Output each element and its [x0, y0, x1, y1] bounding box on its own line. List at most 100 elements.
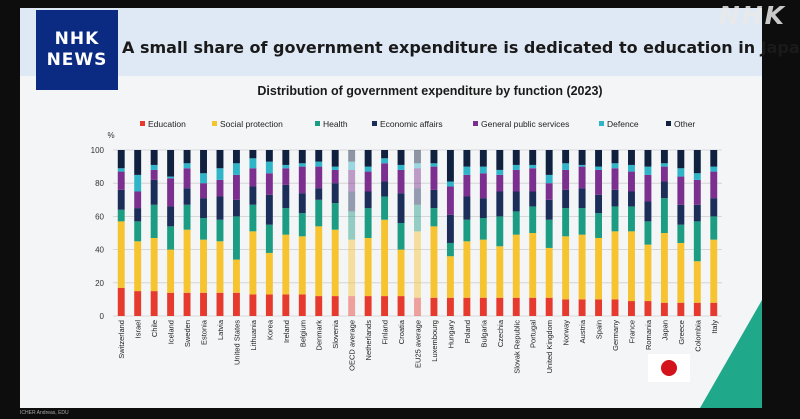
- bar-italy-other: [710, 150, 718, 167]
- bar-belgium-defence: [298, 163, 306, 167]
- bar-netherlands-general-public-services: [364, 171, 372, 192]
- x-tick-label-colombia: Colombia: [693, 319, 702, 352]
- legend-swatch-defence: [599, 121, 604, 126]
- bar-belgium-health: [298, 213, 306, 237]
- bar-eu25-average-defence: [414, 163, 421, 169]
- bar-iceland-social-protection: [167, 249, 175, 293]
- bar-oecd-average-health: [348, 211, 356, 240]
- bar-germany-education: [611, 299, 619, 316]
- bar-bulgaria-general-public-services: [479, 173, 487, 199]
- bar-korea-other: [265, 150, 273, 162]
- y-gridlines: [113, 149, 722, 317]
- bar-colombia-general-public-services: [693, 179, 701, 205]
- bar-spain-economic-affairs: [595, 194, 603, 214]
- x-tick-label-czechia: Czechia: [496, 319, 505, 347]
- bar-finland-economic-affairs: [381, 181, 389, 197]
- bar-germany-defence: [611, 163, 619, 169]
- bar-slovenia-economic-affairs: [331, 183, 339, 204]
- bar-iceland-general-public-services: [167, 178, 175, 207]
- bar-iceland-other: [167, 150, 175, 177]
- bar-romania-general-public-services: [644, 174, 652, 202]
- bar-hungary-defence: [446, 181, 454, 187]
- y-tick-label: 60: [95, 212, 104, 221]
- bar-ireland-economic-affairs: [282, 184, 290, 209]
- bar-austria-other: [578, 150, 586, 165]
- bar-portugal-health: [529, 206, 537, 233]
- bar-united-states-other: [232, 150, 240, 164]
- x-tick-label-austria: Austria: [578, 319, 587, 343]
- bar-spain-other: [595, 150, 603, 167]
- bar-hungary-health: [446, 242, 454, 257]
- x-tick-label-finland: Finland: [381, 320, 390, 345]
- bar-belgium-general-public-services: [298, 166, 306, 194]
- bar-oecd-average-social-protection: [348, 239, 356, 297]
- x-tick-label-korea: Korea: [265, 319, 274, 340]
- bar-united-states-social-protection: [232, 259, 240, 293]
- bar-belgium-social-protection: [298, 236, 306, 295]
- bar-united-states-defence: [232, 163, 240, 175]
- x-tick-label-portugal: Portugal: [529, 320, 538, 348]
- bar-norway-health: [562, 208, 570, 237]
- bar-eu25-average-health: [414, 204, 421, 232]
- bar-greece-defence: [677, 168, 685, 177]
- bar-united-kingdom-general-public-services: [545, 183, 553, 200]
- bar-estonia-general-public-services: [200, 183, 207, 199]
- bar-romania-health: [644, 221, 652, 245]
- bar-austria-health: [578, 208, 586, 235]
- bar-sweden-defence: [183, 163, 191, 169]
- bar-japan-other: [660, 150, 668, 164]
- bar-oecd-average-education: [348, 296, 356, 316]
- bar-chile-social-protection: [150, 237, 158, 292]
- bar-ireland-defence: [282, 164, 290, 169]
- bar-finland-defence: [381, 158, 389, 164]
- x-tick-label-hungary: Hungary: [446, 320, 455, 349]
- bar-israel-defence: [134, 174, 142, 192]
- x-tick-label-croatia: Croatia: [397, 319, 406, 344]
- bar-luxembourg-health: [430, 208, 438, 227]
- y-axis-unit-label: %: [107, 131, 114, 140]
- bar-slovak-republic-health: [512, 211, 520, 235]
- bar-latvia-economic-affairs: [216, 196, 224, 220]
- slide-header-band: [20, 8, 762, 76]
- bar-eu25-average-social-protection: [414, 231, 421, 298]
- legend-swatch-social-protection: [212, 121, 217, 126]
- x-tick-label-united-kingdom: United Kingdom: [545, 320, 554, 373]
- bar-croatia-general-public-services: [397, 169, 405, 194]
- bar-united-kingdom-economic-affairs: [545, 199, 553, 220]
- bar-lithuania-social-protection: [249, 231, 257, 295]
- bar-japan-general-public-services: [660, 166, 668, 182]
- bar-belgium-economic-affairs: [298, 193, 306, 214]
- bar-estonia-defence: [200, 173, 207, 184]
- bar-portugal-social-protection: [529, 233, 537, 298]
- bar-latvia-health: [216, 219, 224, 242]
- bar-belgium-education: [298, 294, 306, 316]
- bar-greece-general-public-services: [677, 176, 685, 205]
- bar-ireland-education: [282, 294, 290, 316]
- bar-denmark-general-public-services: [315, 166, 323, 189]
- bar-france-social-protection: [628, 231, 635, 302]
- x-tick-label-greece: Greece: [677, 320, 686, 345]
- bar-finland-social-protection: [381, 219, 389, 297]
- x-tick-label-denmark: Denmark: [315, 320, 324, 351]
- bar-switzerland-health: [117, 209, 125, 222]
- bar-netherlands-other: [364, 150, 372, 167]
- bar-switzerland-other: [117, 150, 125, 169]
- legend-swatch-health: [315, 121, 320, 126]
- x-tick-label-italy: Italy: [710, 320, 719, 334]
- bar-latvia-other: [216, 150, 224, 169]
- bar-colombia-social-protection: [693, 261, 701, 303]
- bar-germany-health: [611, 206, 619, 232]
- bar-iceland-defence: [167, 176, 175, 179]
- bar-hungary-education: [446, 297, 454, 316]
- bar-spain-defence: [595, 166, 603, 170]
- bar-slovak-republic-other: [512, 150, 520, 165]
- legend-swatch-economic-affairs: [372, 121, 377, 126]
- bar-austria-defence: [578, 164, 586, 167]
- logo-line-1: NHK: [54, 29, 100, 49]
- bar-spain-general-public-services: [595, 169, 603, 195]
- x-tick-label-romania: Romania: [644, 319, 653, 350]
- nhk-watermark: NHK: [718, 1, 786, 30]
- bar-denmark-other: [315, 150, 323, 162]
- headline: A small share of government expenditure …: [122, 38, 800, 57]
- bar-chile-education: [150, 291, 158, 316]
